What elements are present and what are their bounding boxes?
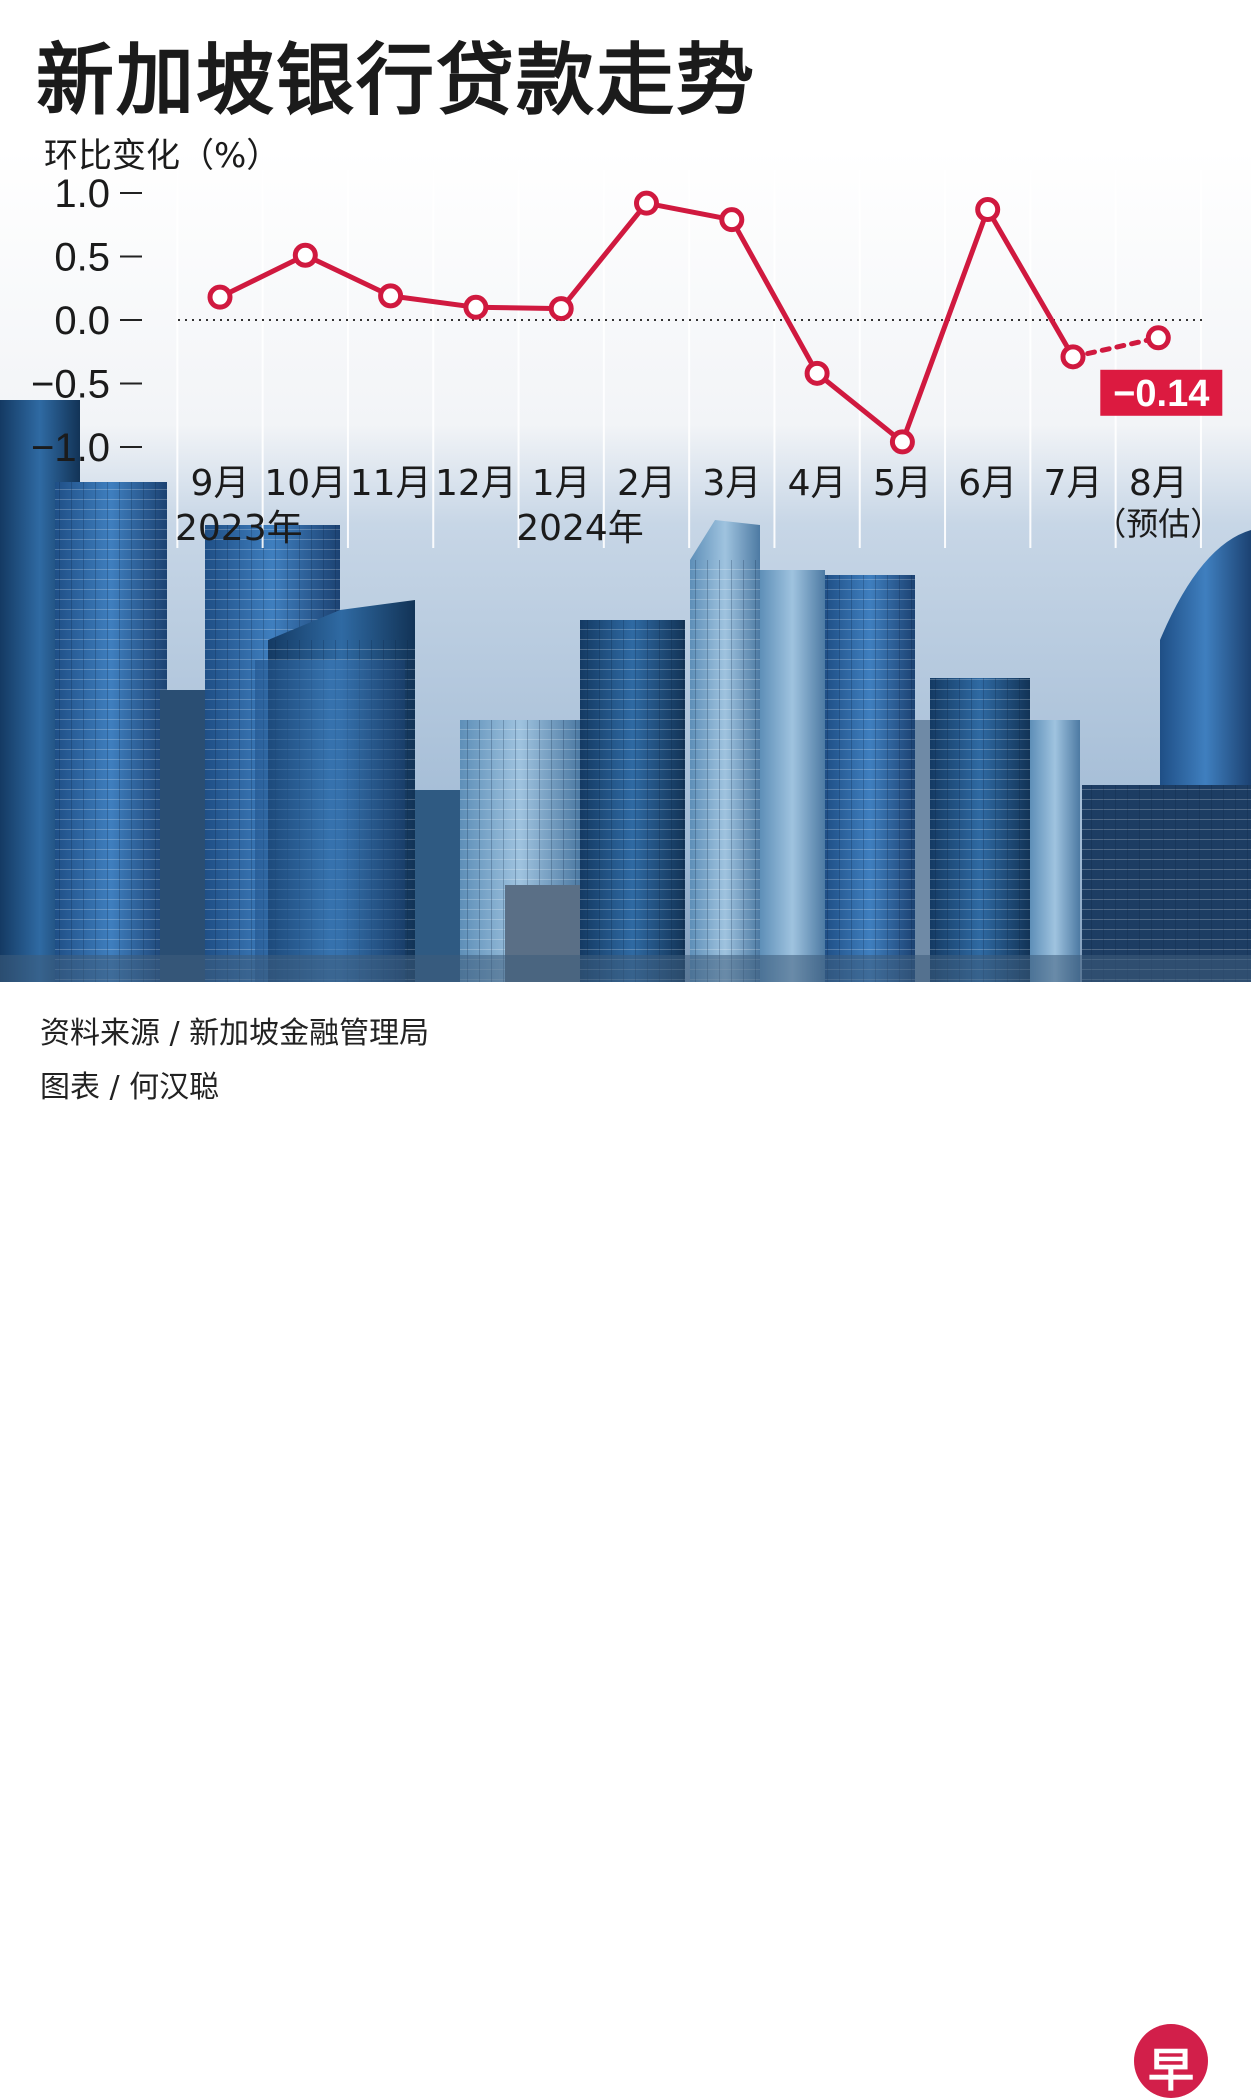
data-point [719, 207, 745, 233]
source-text: 资料来源 / 新加坡金融管理局 [40, 1016, 430, 1051]
data-point [463, 294, 489, 320]
series-segment-estimate [1070, 335, 1161, 360]
x-tick-label: 11月 [350, 463, 432, 504]
chart-title: 新加坡银行贷款走势 [36, 36, 757, 126]
x-tick-label: 12月 [435, 463, 517, 504]
x-tick-label: 4月 [788, 463, 847, 504]
credit-text: 图表 / 何汉聪 [40, 1070, 220, 1105]
y-tick-label: 1.0 [54, 172, 110, 216]
x-tick-label: 7月 [1044, 463, 1103, 504]
x-tick-label: 10月 [264, 463, 346, 504]
series-segment [644, 200, 735, 223]
chart-area: 1.0 0.5 0.0 −0.5 −1.0 9月 10月 11月 12月 1月 2月 3月 4月 5月 6月… [0, 150, 1251, 982]
data-point [207, 284, 233, 310]
footer: 资料来源 / 新加坡金融管理局 图表 / 何汉聪 早 [0, 982, 1251, 2098]
data-point [634, 190, 659, 216]
x-tick-label: 1月 [532, 463, 591, 504]
zaobao-logo: 早 [1134, 2024, 1208, 2098]
data-point [889, 429, 915, 455]
year-label: 2023年 [175, 508, 303, 549]
y-tick-label: 0.5 [54, 236, 110, 280]
x-tick-label: 8月 [1129, 463, 1188, 504]
series-segment [302, 252, 394, 299]
series-segment [985, 207, 1076, 360]
x-tick-label: 6月 [958, 463, 1017, 504]
data-point [1060, 344, 1086, 370]
x-tick-label: 3月 [702, 463, 761, 504]
x-tick-label: 5月 [873, 463, 932, 504]
y-axis-label: 环比变化（%） [44, 136, 281, 176]
value-label: −0.14 [1113, 373, 1209, 415]
city-skyline-image [0, 400, 1251, 982]
x-tick-label: 2月 [617, 463, 676, 504]
series-segment [558, 200, 649, 312]
series-segment [729, 217, 820, 376]
y-tick-label: −1.0 [31, 426, 110, 470]
series-segment [388, 293, 479, 310]
data-point [1145, 325, 1171, 351]
plot-group: 1.0 0.5 0.0 −0.5 −1.0 9月 10月 11月 12月 1月 2月 3月 4月 5月 6月… [31, 170, 1222, 549]
y-tick-label: −0.5 [31, 363, 110, 407]
data-point [548, 296, 574, 322]
series-segment [814, 370, 905, 445]
logo-text: 早 [1148, 2043, 1194, 2097]
series-segment [473, 304, 564, 312]
data-point [804, 360, 830, 386]
data-point [378, 283, 404, 309]
x-tick-label: 9月 [191, 463, 250, 504]
series-segment [217, 252, 308, 300]
estimate-label: （预估） [1094, 505, 1222, 543]
data-point [292, 242, 318, 268]
series-segment [899, 207, 991, 445]
data-point [975, 197, 1001, 223]
value-label-box [1100, 369, 1223, 416]
y-tick-label: 0.0 [54, 299, 110, 343]
year-label: 2024年 [516, 508, 644, 549]
